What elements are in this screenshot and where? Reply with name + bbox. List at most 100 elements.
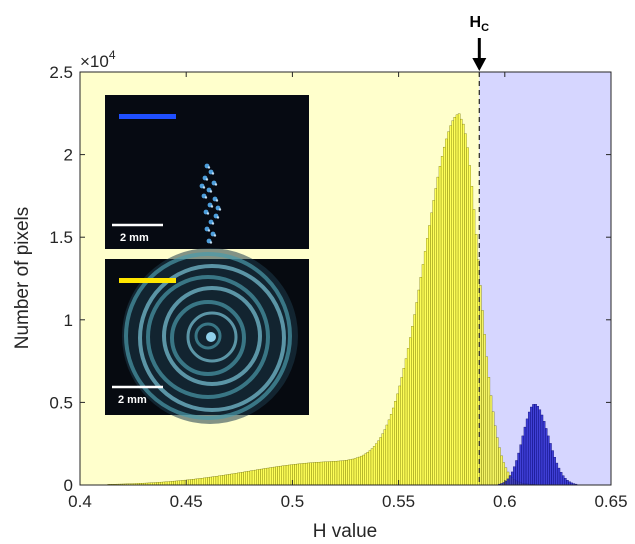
histogram-bar: [198, 478, 202, 486]
glow-particle: [210, 205, 214, 208]
histogram-bar: [179, 480, 183, 486]
histogram-bar: [566, 480, 569, 486]
x-tick-label: 0.4: [68, 492, 92, 511]
histogram-bar: [226, 474, 229, 486]
histogram-bar: [181, 480, 185, 486]
histogram-bar: [404, 358, 408, 486]
histogram-bar: [434, 188, 438, 486]
histogram-bar: [171, 481, 174, 486]
spiral-ring: [194, 322, 222, 350]
histogram-bar: [230, 473, 234, 486]
glow-particle: [216, 216, 220, 219]
histogram-bar: [192, 479, 195, 486]
histogram-bar: [264, 468, 268, 486]
histogram-bar: [394, 401, 397, 486]
glow-particle: [209, 241, 213, 244]
histogram-bar: [377, 440, 380, 486]
histogram-bar: [298, 463, 302, 486]
glow-particle: [218, 208, 222, 211]
histogram-bar: [249, 470, 253, 486]
histogram-bar: [345, 460, 348, 486]
histogram-bar: [398, 385, 401, 486]
histogram-bar: [285, 465, 289, 486]
histogram-bar: [279, 465, 282, 486]
histogram-bar: [349, 459, 353, 486]
histogram-bar: [330, 461, 333, 486]
histogram-bar: [258, 469, 261, 486]
x-tick-label: 0.55: [382, 492, 415, 511]
histogram-bar: [281, 465, 285, 486]
histogram-bar: [355, 457, 359, 486]
histogram-bar: [309, 462, 312, 486]
histogram-bar: [521, 435, 525, 486]
histogram-bar: [294, 464, 297, 486]
histogram-bar: [273, 466, 276, 486]
histogram-bar: [483, 334, 486, 486]
threshold-arrow-head: [472, 58, 487, 71]
histogram-bar: [317, 461, 321, 486]
histogram-bar: [379, 437, 382, 486]
x-tick-label: 0.5: [281, 492, 305, 511]
histogram-bar: [175, 480, 178, 486]
hue-color-bar: [119, 278, 176, 283]
inset-image-blue: 2 mm: [105, 95, 309, 249]
histogram-bar: [215, 475, 219, 486]
histogram-bar: [319, 461, 323, 486]
histogram-bar: [353, 458, 357, 486]
histogram-bar: [385, 424, 389, 486]
histogram-bar: [207, 477, 210, 486]
histogram-bar: [474, 234, 478, 486]
histogram-bar: [491, 411, 495, 486]
histogram-bar: [411, 326, 414, 486]
histogram-bar: [224, 474, 227, 486]
histogram-bar: [311, 462, 314, 486]
histogram-bar: [413, 314, 416, 486]
y-axis-ticks: 0 0.5 1 1.5 2 2.5: [49, 63, 611, 495]
glow-particles: [199, 163, 222, 244]
histogram-bar: [462, 123, 465, 486]
blue-series-bars: [498, 404, 578, 486]
histogram-bar: [428, 225, 431, 486]
histogram-bar: [455, 114, 459, 486]
histogram-bar: [351, 458, 355, 486]
inset-image-yellow: 2 mm: [105, 248, 309, 424]
y-tick-label: 0: [64, 476, 73, 495]
histogram-bar: [506, 478, 510, 486]
histogram-bar: [213, 476, 217, 486]
histogram-bar: [409, 337, 412, 486]
histogram-bar: [481, 310, 484, 486]
histogram-bar: [324, 461, 327, 486]
histogram-bar: [296, 463, 299, 486]
histogram-bar: [508, 475, 512, 486]
histogram-bar: [396, 393, 399, 486]
y-tick-label: 1.5: [49, 228, 73, 247]
histogram-bar: [368, 450, 372, 486]
x-axis-ticks: 0.4 0.45 0.5 0.55 0.6 0.65: [68, 72, 628, 511]
region-above-threshold: [479, 72, 611, 485]
histogram-bar: [498, 447, 501, 486]
glow-particle: [209, 190, 213, 193]
histogram-bar: [177, 480, 181, 486]
histogram-bar: [460, 118, 463, 486]
histogram-bar: [487, 377, 491, 486]
glow-particle: [206, 212, 210, 215]
histogram-bar: [169, 481, 172, 486]
histogram-bar: [402, 368, 406, 486]
histogram-bar: [253, 469, 257, 486]
histogram-bar: [510, 471, 514, 486]
histogram-bar: [544, 428, 548, 486]
histogram-bar: [432, 200, 435, 486]
histogram-bar: [283, 465, 287, 486]
histogram-bar: [540, 414, 544, 486]
histogram-bar: [188, 479, 191, 486]
spiral-center: [206, 332, 216, 342]
histogram-bar: [523, 426, 527, 486]
histogram-bar: [383, 429, 387, 486]
histogram-bar: [222, 475, 225, 486]
histogram-bar: [343, 460, 346, 486]
y-tick-label: 1: [64, 311, 73, 330]
histogram-bar: [372, 446, 376, 486]
spiral-ring: [186, 311, 238, 363]
histogram-bar: [332, 461, 336, 486]
histogram-bar: [245, 471, 248, 486]
